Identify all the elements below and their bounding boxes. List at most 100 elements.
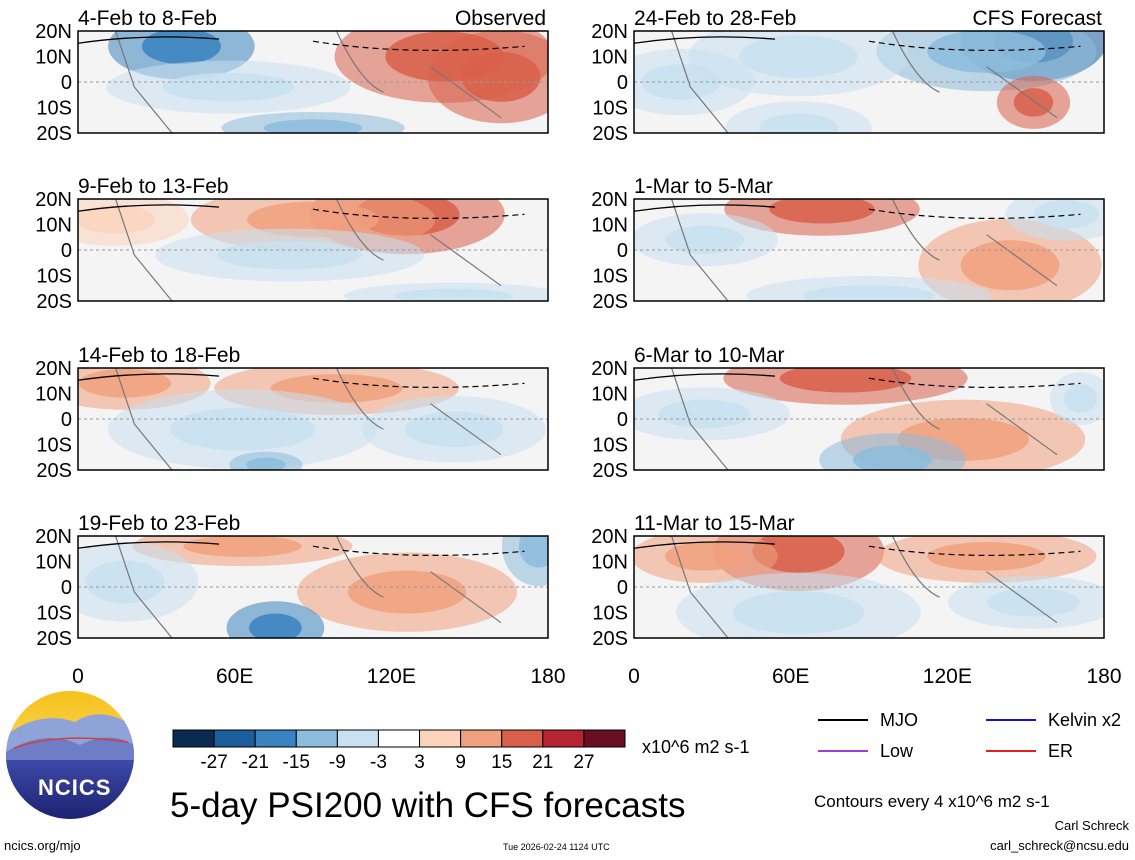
y-tick-label: 20N <box>35 358 72 380</box>
anomaly-core <box>246 457 286 470</box>
y-tick-label: 20S <box>592 123 628 145</box>
y-tick-label: 20S <box>36 291 72 313</box>
y-tick-label: 20S <box>592 628 628 650</box>
mjo-contour <box>634 541 776 549</box>
colorbar-swatch <box>419 729 462 748</box>
anomaly-core <box>404 411 504 448</box>
colorbar-units: x10^6 m2 s-1 <box>642 737 750 757</box>
y-tick-label: 10N <box>35 384 72 406</box>
anomaly-core <box>162 72 295 102</box>
anomaly-core <box>853 445 932 470</box>
mjo-contour <box>78 541 220 549</box>
panel-title: 6-Mar to 10-Mar <box>634 344 785 367</box>
anomaly-core <box>769 199 875 224</box>
x-tick-label: 120E <box>367 665 416 688</box>
anomaly-core <box>1013 88 1054 117</box>
colorbar-tick-label: 3 <box>414 752 425 773</box>
mjo-contour-negative <box>312 545 525 556</box>
y-tick-label: 20S <box>36 123 72 145</box>
panel-title: 4-Feb to 8-Feb <box>78 7 217 30</box>
anomaly-core <box>461 51 541 102</box>
panel-title: 14-Feb to 18-Feb <box>78 344 240 367</box>
y-tick-label: 20S <box>592 460 628 482</box>
y-tick-label: 10S <box>36 603 72 625</box>
anomaly-core <box>927 542 1046 571</box>
y-tick-label: 0 <box>617 409 628 431</box>
anomaly-core <box>78 205 156 234</box>
anomaly-core <box>78 369 172 398</box>
y-tick-label: 0 <box>617 577 628 599</box>
mjo-contour-negative <box>868 208 1081 219</box>
map-panel: 20N 10N 0 10S 20S 24-Feb to 28-Feb CFS Forecas… <box>591 7 1105 145</box>
y-tick-label: 0 <box>617 72 628 94</box>
anomaly-field <box>634 536 1104 638</box>
anomaly-core <box>249 613 302 638</box>
author-email: carl_schreck@ncsu.edu <box>990 838 1129 853</box>
map-panel: 20N 10N 0 10S 20S 1-Mar to 5-Mar <box>591 175 1105 313</box>
y-tick-label: 10S <box>36 266 72 288</box>
panel-frame <box>633 30 1105 134</box>
anomaly-field <box>78 536 548 638</box>
mjo-contour-negative <box>868 40 1081 51</box>
x-axis-labels: 0 60E 120E 180 0 60E 120E 180 <box>72 665 1121 688</box>
y-tick-label: 10S <box>36 435 72 457</box>
author-credit: Carl Schreck <box>1054 818 1129 833</box>
x-tick-label: 0 <box>72 665 84 688</box>
colorbar-swatch <box>377 729 421 748</box>
anomaly-field <box>634 199 1104 301</box>
logo-text: NCICS <box>38 775 112 800</box>
column-label: CFS Forecast <box>972 7 1102 30</box>
y-tick-label: 10N <box>35 215 72 237</box>
colorbar-tick-label: 21 <box>532 752 553 773</box>
y-tick-label: 0 <box>61 72 72 94</box>
anomaly-core <box>927 31 1046 73</box>
anomaly-core <box>960 240 1060 291</box>
anomaly-core <box>732 591 865 634</box>
colorbar-tick-label: -9 <box>329 752 346 773</box>
anomaly-core <box>85 560 165 604</box>
colorbar-swatch <box>295 729 338 748</box>
panel-frame <box>633 198 1105 302</box>
mjo-contour-negative <box>312 40 525 51</box>
anomaly-core <box>752 536 845 573</box>
y-tick-label: 10S <box>592 98 628 120</box>
anomaly-core <box>779 368 912 393</box>
anomaly-field <box>78 199 548 301</box>
colorbar-swatch <box>460 729 503 748</box>
mjo-contour <box>78 373 220 381</box>
colorbar-swatch <box>501 729 544 748</box>
site-link[interactable]: ncics.org/mjo <box>4 838 81 853</box>
colorbar-swatch <box>213 729 256 748</box>
anomaly-core <box>183 536 302 557</box>
map-panel: 20N 10N 0 10S 20S 11-Mar to 15-Mar <box>591 512 1105 650</box>
panel-title: 9-Feb to 13-Feb <box>78 175 229 198</box>
y-tick-label: 20N <box>35 21 72 43</box>
y-tick-label: 20N <box>591 189 628 211</box>
logo-red-line <box>13 737 129 749</box>
map-panel: 20N 10N 0 10S 20S 19-Feb to 23-Feb <box>35 512 549 650</box>
contour-note: Contours every 4 x10^6 m2 s-1 <box>814 792 1050 811</box>
mjo-contour <box>78 36 220 44</box>
anomaly-core <box>1064 384 1097 413</box>
y-tick-label: 10N <box>35 47 72 69</box>
column-label: Observed <box>455 7 546 30</box>
legend-label: Kelvin x2 <box>1048 710 1121 730</box>
colorbar-swatch <box>336 729 379 748</box>
panel-frame <box>633 535 1105 639</box>
mjo-contour <box>634 36 776 44</box>
panels-layer: 20N 10N 0 10S 20S 4-Feb to 8-Feb Observed 20N 10… <box>35 7 1105 650</box>
x-tick-label: 180 <box>530 665 565 688</box>
colorbar-swatch <box>172 729 215 748</box>
colorbar-swatch <box>542 729 585 748</box>
coastline <box>671 536 1058 638</box>
anomaly-core <box>987 588 1080 617</box>
legend-label: Low <box>880 741 914 761</box>
x-tick-label: 0 <box>628 665 640 688</box>
y-tick-label: 10S <box>592 603 628 625</box>
y-tick-label: 20N <box>591 526 628 548</box>
anomaly-core <box>803 285 935 301</box>
timestamp: Tue 2026-02-24 1124 UTC <box>503 842 610 852</box>
y-tick-label: 0 <box>61 577 72 599</box>
mjo-contour <box>78 204 220 212</box>
x-tick-label: 180 <box>1086 665 1121 688</box>
